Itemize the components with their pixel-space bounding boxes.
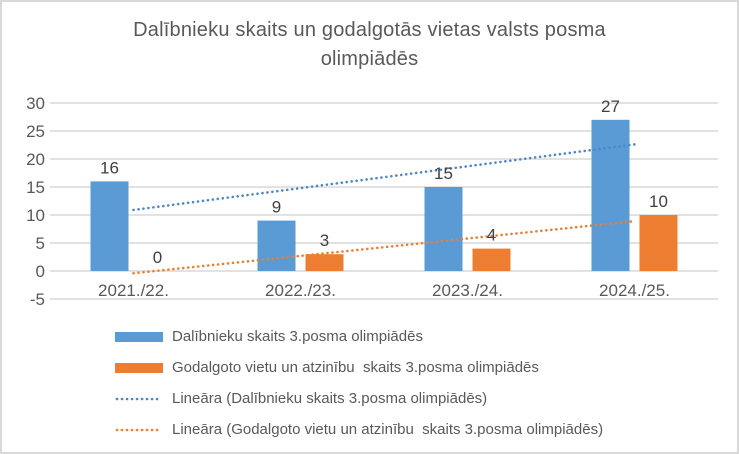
data-label: 16 xyxy=(100,158,119,177)
data-label: 4 xyxy=(487,226,496,245)
legend-item: Dalībnieku skaits 3.posma olimpiādēs xyxy=(115,321,603,352)
legend-dotted-line-swatch xyxy=(115,428,163,431)
bar-series2-2023./24. xyxy=(472,248,511,271)
y-axis-tick-label: 20 xyxy=(26,150,45,169)
legend-item-label: Lineāra (Godalgoto vietu un atzinību ska… xyxy=(172,421,604,438)
y-axis-tick-label: 30 xyxy=(26,94,45,113)
legend-bar-swatch xyxy=(115,331,163,342)
data-label: 10 xyxy=(649,192,668,211)
data-label: 15 xyxy=(434,164,453,183)
data-label: 0 xyxy=(153,248,162,267)
chart-title-line1: Dalībnieku skaits un godalgotās vietas v… xyxy=(133,19,606,41)
data-label: 3 xyxy=(320,231,329,250)
data-label: 27 xyxy=(601,97,620,116)
y-axis-tick-label: 25 xyxy=(26,122,45,141)
legend-dotted-line-swatch xyxy=(115,397,163,400)
x-axis-category-label: 2023./24. xyxy=(432,281,503,300)
bar-series1-2022./23. xyxy=(257,220,296,271)
x-axis-category-label: 2021./22. xyxy=(98,281,169,300)
x-axis-category-label: 2022./23. xyxy=(265,281,336,300)
legend-item-label: Godalgoto vietu un atzinību skaits 3.pos… xyxy=(172,359,539,376)
bar-series2-2024./25. xyxy=(639,215,678,271)
bar-series1-2023./24. xyxy=(424,187,463,271)
bar-series1-2021./22. xyxy=(90,181,129,271)
y-axis-tick-label: -5 xyxy=(30,290,45,309)
y-axis-tick-label: 0 xyxy=(36,262,45,281)
bar-series2-2022./23. xyxy=(305,254,344,271)
trendline-series2 xyxy=(132,219,636,275)
chart-legend: Dalībnieku skaits 3.posma olimpiādēs Goda… xyxy=(115,321,603,445)
legend-item-label: Dalībnieku skaits 3.posma olimpiādēs xyxy=(172,328,423,345)
x-axis-category-label: 2024./25. xyxy=(599,281,670,300)
legend-item-label: Lineāra (Dalībnieku skaits 3.posma olimp… xyxy=(172,390,488,407)
legend-item: Lineāra (Dalībnieku skaits 3.posma olimp… xyxy=(115,383,603,414)
chart-title: Dalībnieku skaits un godalgotās vietas v… xyxy=(2,16,737,74)
y-axis-tick-label: 15 xyxy=(26,178,45,197)
y-axis-tick-label: 10 xyxy=(26,206,45,225)
chart-title-line2: olimpiādēs xyxy=(320,48,419,70)
legend-item: Godalgoto vietu un atzinību skaits 3.pos… xyxy=(115,352,603,383)
bar-series1-2024./25. xyxy=(591,119,630,271)
data-label: 9 xyxy=(272,198,281,217)
legend-item: Lineāra (Godalgoto vietu un atzinību ska… xyxy=(115,414,603,445)
trendline-series1 xyxy=(132,143,636,212)
bar-chart-plot-area: 16 9 15 27 0 3 4 10 30 25 20 15 10 5 0 -5 2021./22. 2022.… xyxy=(26,94,718,309)
y-axis-tick-label: 5 xyxy=(36,234,45,253)
legend-bar-swatch xyxy=(115,362,163,373)
